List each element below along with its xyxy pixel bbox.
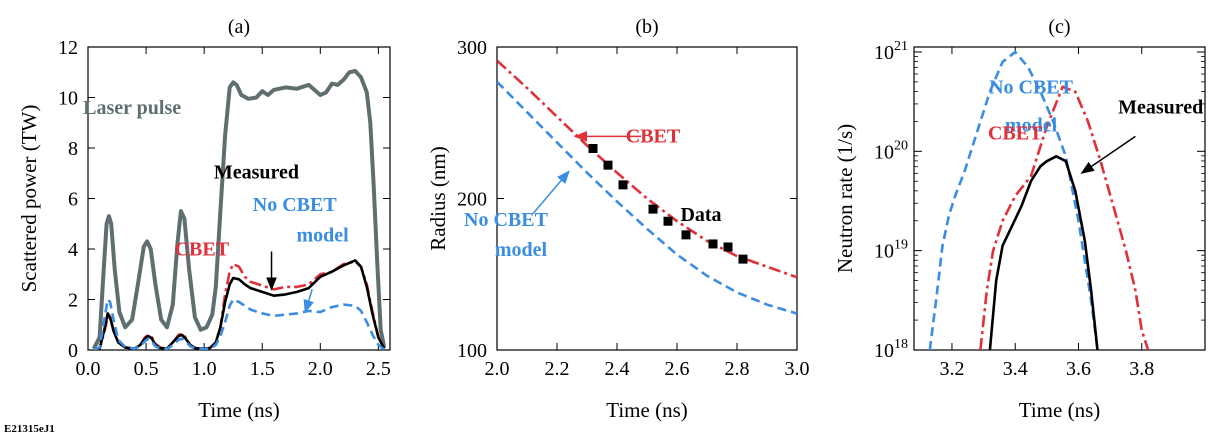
x-axis-label: Time (ns)	[606, 398, 688, 422]
series-line-no-cbet-model	[497, 80, 797, 315]
annotation-label: model	[495, 239, 548, 261]
data-point-data	[588, 144, 598, 154]
data-point-data	[603, 160, 613, 170]
x-tick-label: 0.5	[134, 358, 159, 380]
data-point-data	[708, 239, 718, 249]
annotation-arrow	[1080, 135, 1136, 174]
y-tick-label: 10	[58, 88, 78, 110]
figure-id: E21315eJ1	[4, 423, 55, 435]
annotation-label: No CBET	[989, 77, 1074, 99]
panel-b: 2.0 2.2 2.4 2.6 2.8 3.0 100 200 300 (b) Time (ns) R…	[426, 16, 810, 422]
data-point-data	[738, 254, 748, 264]
panel-label: (c)	[1048, 16, 1070, 38]
annotation-label: model	[297, 224, 350, 246]
y-axis-label: Scattered power (TW)	[17, 105, 41, 293]
annotation-label: Measured	[214, 161, 299, 183]
x-tick-label: 3.6	[1066, 358, 1091, 380]
y-tick-label: 100	[457, 340, 487, 362]
y-tick-label: 12	[58, 37, 78, 59]
x-tick-label: 2.0	[308, 358, 333, 380]
x-tick-label: 2.5	[366, 358, 391, 380]
x-tick-label: 1.5	[250, 358, 275, 380]
annotation-arrow	[303, 289, 314, 314]
x-axis-label: Time (ns)	[1019, 398, 1101, 422]
x-tick-label: 2.6	[665, 358, 690, 380]
y-axis-label: Neutron rate (1/s)	[833, 124, 857, 273]
data-point-data	[663, 216, 673, 226]
panel-label: (b)	[635, 16, 658, 38]
y-tick-label: 4	[68, 239, 78, 261]
annotation-label: CBET	[988, 122, 1043, 144]
x-tick-label: 3.4	[1003, 358, 1028, 380]
annotation-label: No CBET	[253, 194, 338, 216]
x-tick-label: 2.8	[725, 358, 750, 380]
x-tick-label: 1.0	[192, 358, 217, 380]
annotation-label: CBET	[175, 238, 230, 260]
series-line-laser-pulse	[92, 69, 387, 350]
x-tick-label: 0.0	[76, 358, 101, 380]
y-tick-label: 200	[457, 189, 487, 211]
annotation-arrow	[532, 170, 570, 215]
x-tick-label: 3.8	[1129, 358, 1154, 380]
panel-label: (a)	[228, 16, 250, 38]
series-line-cbet	[979, 85, 1150, 350]
y-tick-label: 8	[68, 138, 78, 160]
annotation-label: No CBET	[464, 209, 549, 231]
x-tick-label: 3.2	[939, 358, 964, 380]
plot-frame	[496, 46, 798, 351]
annotation-label: Measured	[1118, 97, 1203, 119]
y-tick-label: 2	[68, 290, 78, 312]
y-tick-label: 1021	[874, 39, 908, 64]
annotation-label: CBET	[626, 125, 681, 147]
annotation-label: Laser pulse	[83, 97, 181, 119]
panel-c: 3.2 3.4 3.6 3.8 1018 1019 1020 1021 (c) Time (ns)…	[833, 16, 1206, 422]
y-tick-label: 6	[68, 189, 78, 211]
data-point-data	[681, 230, 691, 240]
y-tick-label: 300	[457, 37, 487, 59]
series-line-measured	[988, 155, 1099, 350]
x-tick-label: 2.2	[545, 358, 570, 380]
series-line-no-cbet-model	[93, 298, 386, 350]
annotation-label: model	[1005, 114, 1058, 136]
data-point-data	[618, 180, 628, 190]
x-tick-label: 2.4	[605, 358, 630, 380]
data-point-data	[648, 204, 658, 214]
y-tick-label: 0	[68, 340, 78, 362]
y-tick-label: 1019	[874, 238, 908, 263]
series-line-cbet	[93, 260, 386, 350]
y-axis-label: Radius (nm)	[426, 146, 450, 250]
x-tick-label: 3.0	[785, 358, 810, 380]
y-tick-label: 1018	[874, 337, 908, 362]
annotation-label: Data	[680, 204, 721, 226]
plot-frame	[913, 46, 1206, 351]
data-point-data	[723, 242, 733, 252]
x-axis-label: Time (ns)	[198, 398, 280, 422]
panel-a: 0.0 0.5 1.0 1.5 2.0 2.5 0 2 4 6 8 10 12 (a) Time (ns) S…	[17, 16, 391, 422]
y-tick-label: 1020	[874, 138, 908, 163]
series-line-measured	[93, 259, 386, 350]
x-tick-label: 2.0	[485, 358, 510, 380]
